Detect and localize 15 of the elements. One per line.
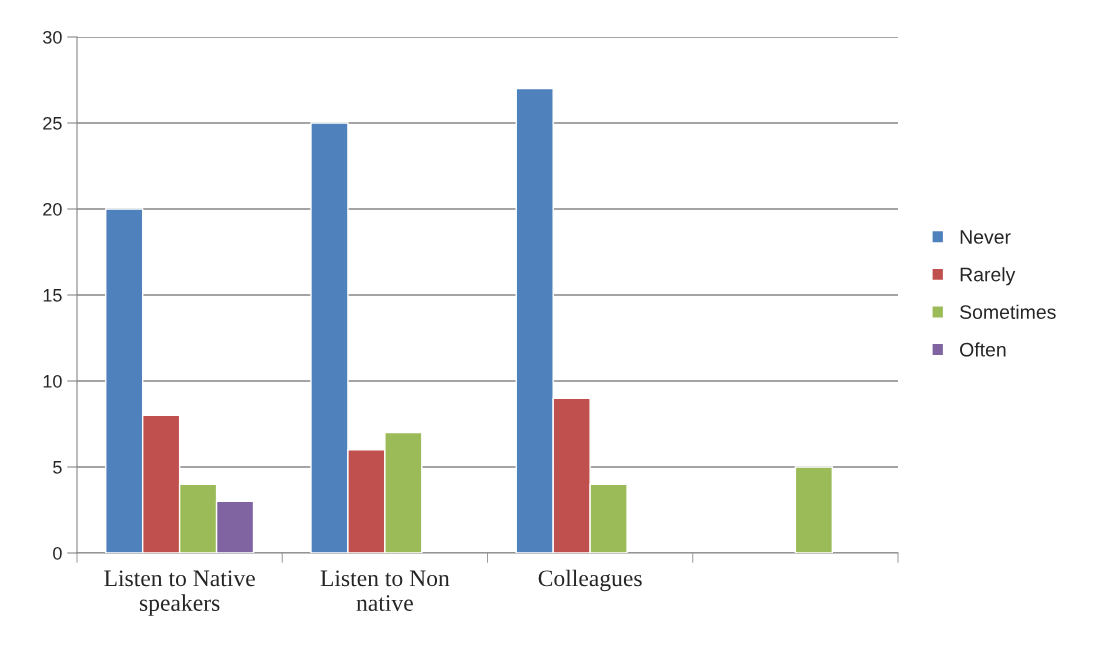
x-tick-label: Listen to Native speakers [104, 570, 255, 616]
y-tick-label: 30 [43, 30, 62, 44]
x-tick-label: Listen to Non native [320, 570, 450, 611]
y-tick-label: 5 [53, 461, 62, 474]
x-tick-label: Colleagues [538, 569, 642, 592]
legend-label: Often [960, 342, 1006, 357]
legend-label: Never [960, 230, 1011, 244]
legend-label: Sometimes [960, 304, 1056, 319]
y-tick-label: 15 [43, 289, 62, 302]
y-tick-label: 0 [53, 546, 62, 560]
legend-label: Rarely [960, 267, 1016, 286]
y-tick-label: 20 [43, 202, 62, 216]
y-tick-label: 25 [43, 116, 62, 130]
y-tick-label: 10 [43, 374, 62, 388]
bar [794, 466, 834, 553]
